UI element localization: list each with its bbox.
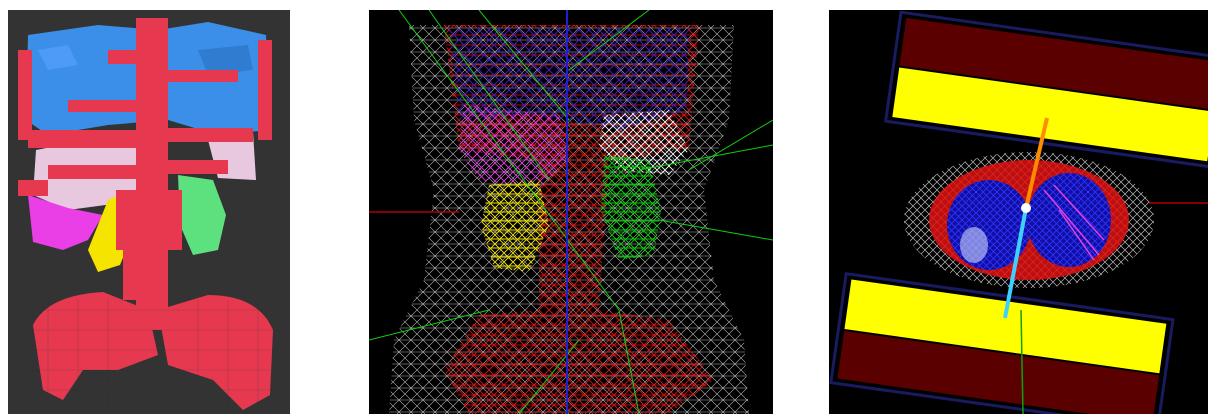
green-mesh: [601, 155, 661, 260]
detector-render-image: [829, 10, 1208, 414]
axis-green-bottom: [1020, 309, 1024, 414]
blue-mesh: [449, 28, 689, 130]
detector-render-panel: [829, 10, 1208, 414]
voxel-grid: [28, 300, 278, 410]
vessel-tree: [18, 18, 272, 318]
top-detector: [883, 10, 1208, 169]
event-point: [1021, 203, 1031, 213]
yellow-mesh: [481, 180, 549, 272]
lung-highlight: [960, 227, 988, 263]
wireframe-render-panel: [369, 10, 773, 414]
voxel-render-image: [18, 18, 278, 410]
magenta-organ-region: [28, 195, 103, 250]
bottom-detector: [829, 271, 1175, 414]
voxel-render-panel: [8, 10, 290, 414]
lungs: [33, 292, 273, 410]
projection-rays: [369, 10, 773, 414]
green-organ-region: [178, 175, 226, 255]
orange-ray: [1024, 117, 1049, 209]
magenta-lines: [1043, 184, 1105, 261]
wireframe-render-image: [369, 10, 773, 414]
cyan-ray: [1003, 207, 1028, 319]
